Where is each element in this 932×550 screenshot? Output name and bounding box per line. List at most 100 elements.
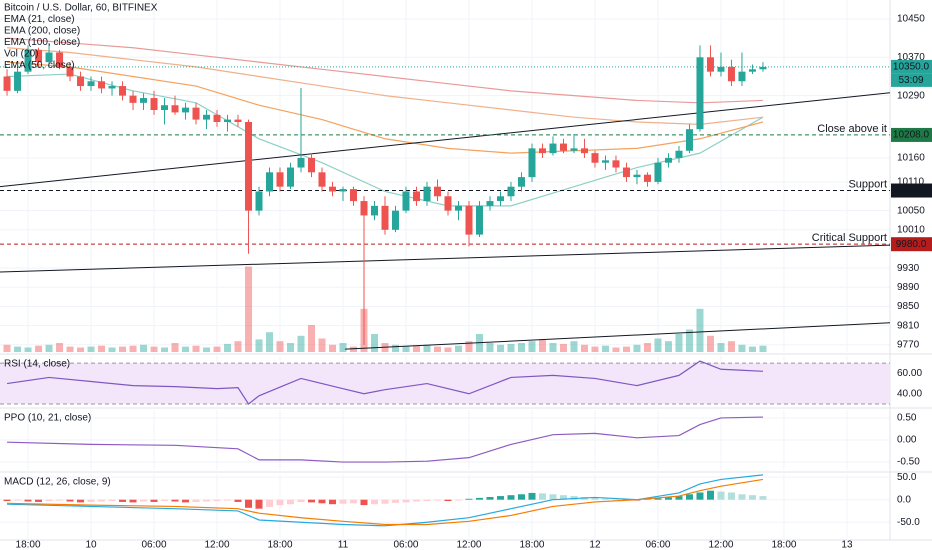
- histogram-bar: [203, 499, 211, 502]
- candle-body: [192, 107, 200, 120]
- candle-body: [444, 196, 452, 211]
- histogram-bar: [423, 499, 431, 502]
- volume-bar: [318, 338, 326, 352]
- volume-bar: [706, 335, 714, 352]
- volume-bar: [203, 347, 211, 352]
- histogram-bar: [549, 494, 557, 500]
- histogram-bar: [119, 499, 127, 502]
- histogram-bar: [213, 499, 221, 502]
- histogram-bar: [507, 495, 515, 500]
- volume-bar: [454, 345, 462, 352]
- volume-bar: [654, 338, 662, 352]
- histogram-bar: [496, 496, 504, 500]
- histogram-bar: [255, 499, 263, 509]
- volume-bar: [161, 347, 169, 352]
- y-tick-label: 60.00: [897, 368, 922, 379]
- volume-bar: [402, 346, 410, 352]
- volume-bar: [329, 344, 337, 352]
- volume-bar: [748, 346, 756, 352]
- candle-body: [570, 148, 578, 151]
- candle-body: [643, 174, 651, 182]
- volume-bar: [391, 344, 399, 352]
- histogram-bar: [77, 499, 85, 503]
- volume-bar: [559, 343, 567, 352]
- line: [6, 47, 764, 125]
- volume-bar: [35, 345, 43, 352]
- candle-body: [580, 148, 588, 154]
- histogram-bar: [570, 496, 578, 500]
- candle-body: [381, 205, 389, 230]
- histogram-bar: [287, 499, 295, 505]
- candle-body: [339, 189, 347, 192]
- price-badge: [891, 237, 932, 252]
- volume-bar: [685, 329, 693, 352]
- y-tick-label: 40.00: [897, 388, 922, 399]
- volume-bar: [727, 341, 735, 352]
- y-tick-label: 10010: [897, 224, 925, 235]
- candle-body: [360, 201, 368, 216]
- x-tick-label: 18:00: [771, 540, 796, 550]
- candle-body: [486, 201, 494, 206]
- histogram-bar: [748, 495, 756, 500]
- volume-bar: [234, 341, 242, 352]
- price-badge: [891, 183, 932, 198]
- volume-bar: [612, 347, 620, 352]
- y-tick-label: 10050: [897, 205, 925, 216]
- y-tick-label: 9770: [897, 339, 920, 350]
- y-tick-label: 9810: [897, 320, 920, 331]
- candle-body: [35, 50, 43, 63]
- histogram-bar: [129, 499, 137, 503]
- volume-bar: [14, 346, 22, 352]
- histogram-bar: [465, 498, 473, 500]
- volume-bar: [266, 332, 274, 352]
- y-tick-label: 0.0: [897, 494, 911, 505]
- histogram-bar: [171, 499, 179, 502]
- candle-body: [675, 150, 683, 158]
- candle-body: [517, 177, 525, 187]
- volume-bar: [245, 266, 253, 352]
- volume-bar: [87, 346, 95, 352]
- histogram-bar: [350, 499, 358, 504]
- volume-bar: [56, 343, 64, 352]
- histogram-bar: [339, 499, 347, 504]
- candle-body: [77, 76, 85, 87]
- candle-body: [402, 191, 410, 211]
- candle-body: [56, 52, 64, 67]
- volume-bar: [224, 343, 232, 352]
- histogram-bar: [192, 499, 200, 502]
- y-tick-label: 50.0: [897, 472, 917, 483]
- volume-bar: [486, 343, 494, 352]
- y-tick-label: 9930: [897, 263, 920, 274]
- line: [7, 416, 763, 463]
- histogram-bar: [360, 499, 368, 506]
- histogram-bar: [370, 499, 378, 505]
- histogram-bar: [161, 499, 169, 502]
- histogram-bar: [444, 499, 452, 502]
- line: [7, 478, 764, 526]
- volume-bar: [182, 346, 190, 352]
- volume-bar: [759, 345, 767, 352]
- volume-bar: [192, 345, 200, 352]
- candle-body: [433, 186, 441, 197]
- volume-bar: [119, 346, 127, 352]
- x-tick-label: 18:00: [16, 540, 41, 550]
- candle-body: [685, 129, 693, 151]
- x-tick-label: 11: [338, 540, 349, 550]
- price-badge: [891, 127, 932, 142]
- histogram-bar: [329, 499, 337, 505]
- candle-body: [108, 86, 116, 89]
- volume-bar: [412, 345, 420, 352]
- candle-body: [129, 95, 137, 103]
- candle-body: [391, 210, 399, 230]
- candle-body: [622, 167, 630, 178]
- volume-bar: [213, 346, 221, 352]
- volume-bar: [570, 341, 578, 352]
- candle-body: [66, 66, 74, 77]
- volume-bar: [171, 343, 179, 352]
- candle-body: [329, 186, 337, 192]
- pane-title: RSI (14, close): [4, 359, 70, 370]
- volume-bar: [297, 335, 305, 352]
- level-note: Close above it: [817, 123, 887, 135]
- candle-body: [14, 71, 22, 91]
